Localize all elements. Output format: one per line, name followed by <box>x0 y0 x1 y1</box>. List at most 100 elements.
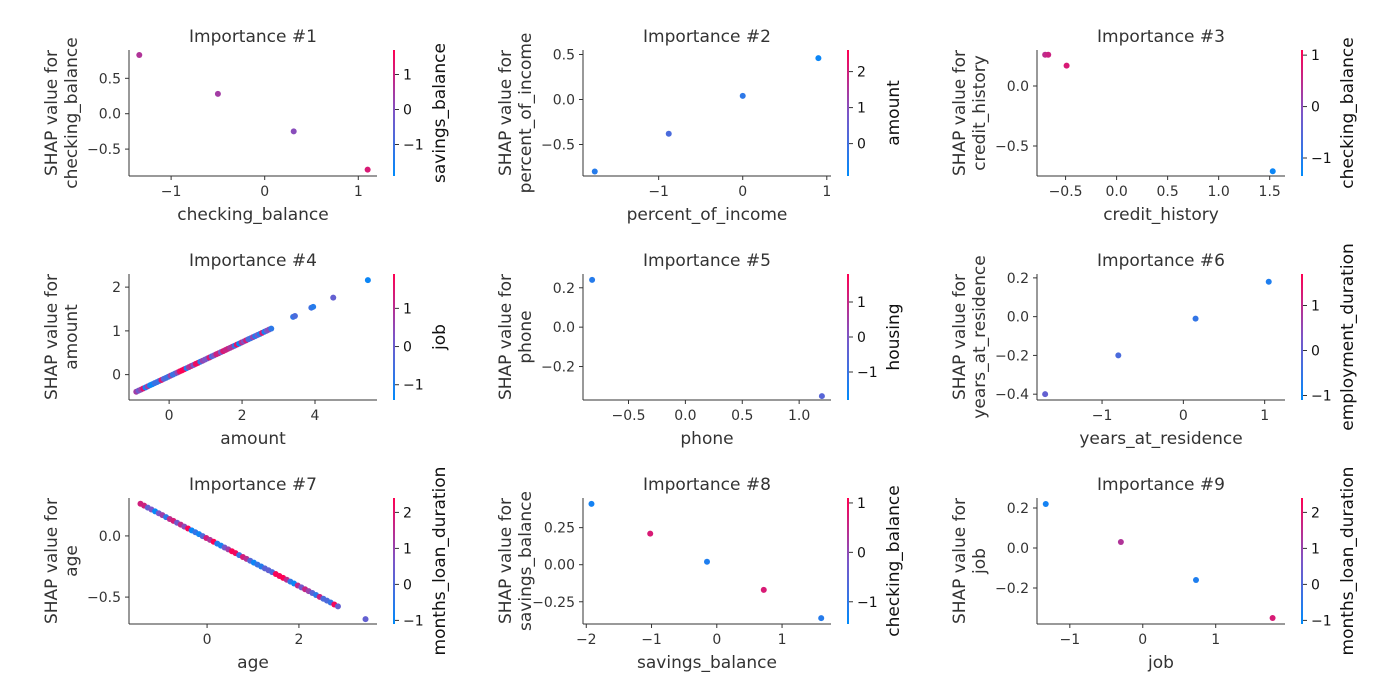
x-tick-label: −1 <box>1092 408 1113 424</box>
data-point <box>362 616 369 623</box>
x-tick-label: 0 <box>260 184 269 200</box>
y-tick-label: 0.0 <box>1007 541 1029 557</box>
y-axis-label-line: SHAP value for <box>496 498 516 624</box>
colorbar-label: employment_duration <box>1338 243 1358 431</box>
y-axis-label-line: SHAP value for <box>950 498 970 624</box>
x-axis-label: age <box>237 653 269 673</box>
colorbar-tick-label: −1 <box>857 595 878 611</box>
colorbar-tick-label: 1 <box>1311 299 1320 315</box>
colorbar-label: job <box>430 324 450 351</box>
subplot-title: Importance #5 <box>643 251 771 271</box>
data-point <box>647 530 654 537</box>
y-tick-label: 0.5 <box>553 48 575 64</box>
y-tick-label: 2 <box>112 280 121 296</box>
x-axis-label: percent_of_income <box>627 205 788 225</box>
colorbar <box>393 498 395 624</box>
y-axis-label-line: amount <box>62 304 82 370</box>
colorbar <box>393 274 395 400</box>
colorbar-tick-label: 1 <box>403 68 412 84</box>
data-point <box>310 303 317 310</box>
data-point <box>704 558 710 565</box>
y-tick-label: −0.25 <box>532 595 575 611</box>
colorbar-tick-label: 0 <box>1311 577 1320 593</box>
y-tick-label: −0.4 <box>995 387 1029 403</box>
y-tick-label: 0.0 <box>1007 310 1029 326</box>
subplot-8: Importance #8 −2 −1 0 1 −0.25 0.00 0.25 savings_… <box>496 475 904 673</box>
y-axis-label: SHAP value forage <box>42 498 82 624</box>
subplot-title: Importance #3 <box>1097 27 1225 47</box>
y-axis-label-line: SHAP value for <box>496 50 516 176</box>
data-point <box>760 586 767 593</box>
y-axis-label: SHAP value forjob <box>950 498 990 624</box>
data-point <box>591 168 598 175</box>
colorbar <box>1301 274 1303 400</box>
subplot-1: Importance #1 −1 0 1 −0.5 0.0 0.5 checking_bala… <box>42 27 450 225</box>
data-point <box>1117 539 1124 545</box>
colorbar-label: months_loan_duration <box>430 467 450 656</box>
colorbar-tick-label: 2 <box>403 505 412 521</box>
y-axis-label: SHAP value forphone <box>496 274 536 400</box>
subplot-title: Importance #8 <box>643 475 771 495</box>
x-tick-label: 0.5 <box>1157 184 1179 200</box>
x-tick-label: 4 <box>311 408 320 424</box>
colorbar-tick-label: 0 <box>403 577 412 593</box>
x-tick-label: 0 <box>1138 632 1147 648</box>
colorbar-tick-label: −1 <box>857 365 878 381</box>
data-point <box>588 500 595 507</box>
data-point <box>1115 352 1122 359</box>
colorbar-tick-label: 1 <box>857 295 866 311</box>
x-tick-label: −0.5 <box>1049 184 1083 200</box>
data-point <box>589 276 596 283</box>
y-tick-label: 0.0 <box>553 93 575 109</box>
subplot-5: Importance #5 −0.5 0.0 0.5 1.0 −0.2 0.0 0.2 phon… <box>496 251 904 449</box>
colorbar <box>1301 50 1303 176</box>
y-tick-label: 0.0 <box>99 107 121 123</box>
y-tick-label: 0 <box>112 368 121 384</box>
subplot-title: Importance #1 <box>189 27 317 47</box>
x-tick-label: 0 <box>165 408 174 424</box>
data-point <box>739 92 746 99</box>
y-tick-label: −0.5 <box>541 138 575 154</box>
x-tick-label: 1 <box>1260 408 1269 424</box>
y-axis-label-line: SHAP value for <box>950 50 970 176</box>
x-tick-label: 1 <box>822 184 831 200</box>
x-tick-label: 1.0 <box>788 408 810 424</box>
x-tick-label: 0.0 <box>674 408 696 424</box>
colorbar-tick-label: −1 <box>1311 389 1332 405</box>
x-axis-label: savings_balance <box>637 653 777 673</box>
x-tick-label: −1 <box>648 184 669 200</box>
y-axis-label: SHAP value forpercent_of_income <box>496 33 536 194</box>
colorbar-tick-label: 0 <box>857 545 866 561</box>
x-axis-label: job <box>1147 653 1174 673</box>
y-tick-label: 0.0 <box>99 529 121 545</box>
y-tick-label: 0.0 <box>553 320 575 336</box>
data-point <box>818 615 825 622</box>
colorbar-label: amount <box>884 80 904 146</box>
x-tick-label: 1 <box>778 632 787 648</box>
colorbar-tick-label: 1 <box>403 541 412 557</box>
colorbar-tick-label: −1 <box>403 378 424 394</box>
y-axis-label-line: savings_balance <box>516 491 536 631</box>
colorbar-label: savings_balance <box>430 43 450 183</box>
data-point <box>364 166 371 173</box>
data-point <box>214 90 221 97</box>
colorbar <box>1301 498 1303 624</box>
colorbar-tick-label: 1 <box>857 101 866 117</box>
y-tick-label: 0.25 <box>544 521 575 537</box>
data-point <box>1193 577 1200 583</box>
y-tick-label: −0.2 <box>995 348 1029 364</box>
subplot-6: Importance #6 −1 0 1 −0.4 −0.2 0.0 0.2 years_at_… <box>950 243 1358 449</box>
x-axis-label: phone <box>680 429 733 449</box>
y-tick-label: 0.5 <box>99 71 121 87</box>
subplot-title: Importance #2 <box>643 27 771 47</box>
data-point <box>291 313 298 319</box>
data-point <box>1265 278 1272 285</box>
y-axis-label-line: SHAP value for <box>496 274 516 400</box>
colorbar-tick-label: 0 <box>857 330 866 346</box>
y-axis-label-line: age <box>62 545 82 577</box>
colorbar-label: checking_balance <box>1338 37 1358 189</box>
x-tick-label: −1 <box>641 632 662 648</box>
